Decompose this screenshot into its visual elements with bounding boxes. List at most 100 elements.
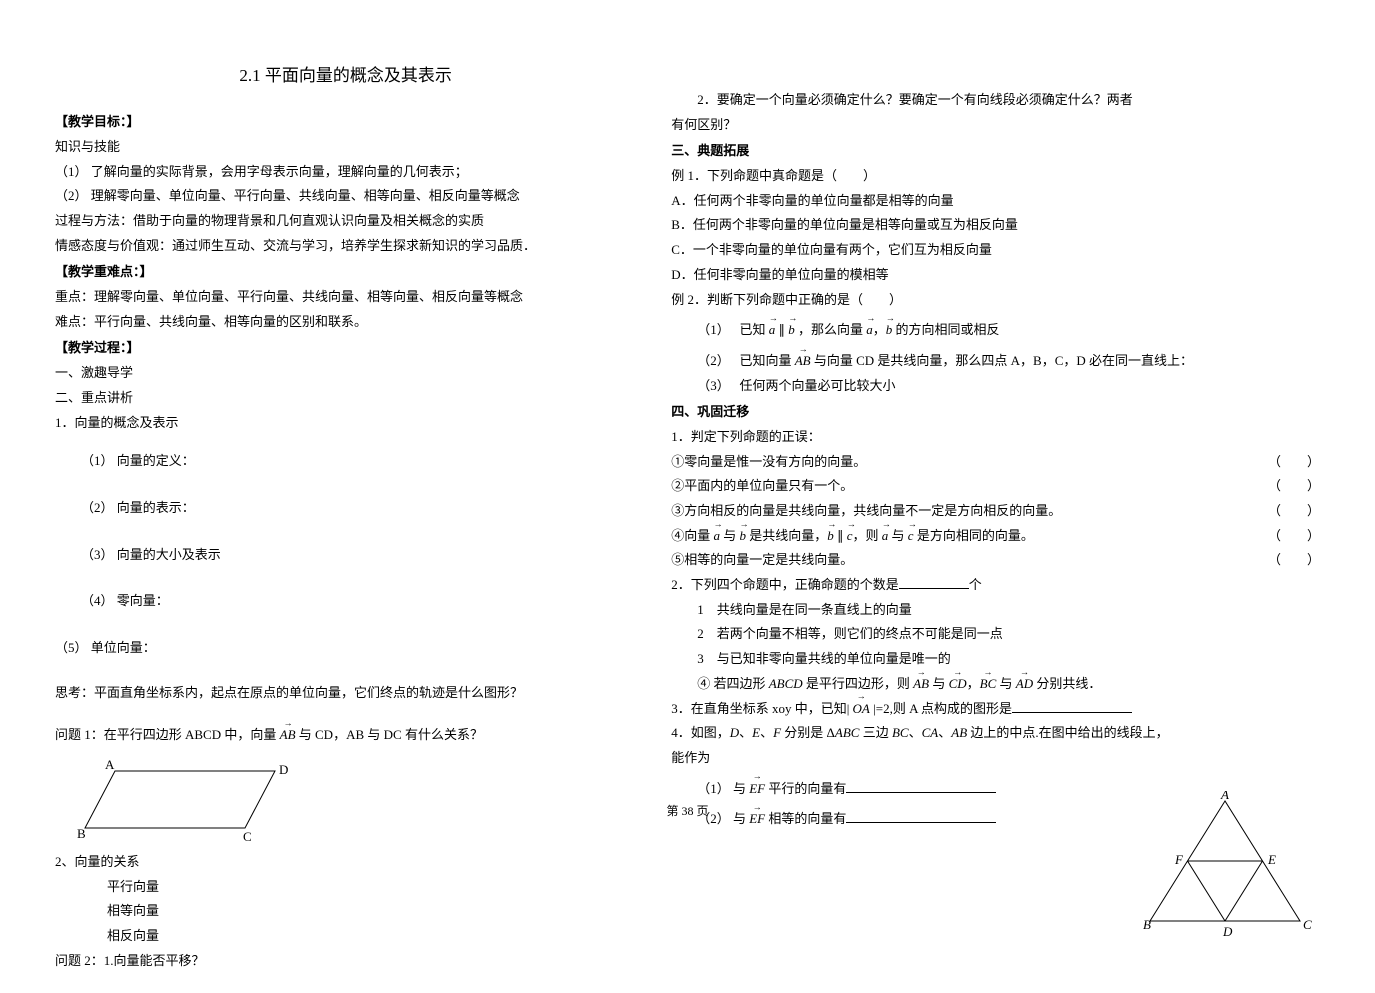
list-item-4: ④ 若四边形 ABCD 是平行四边形，则 AB 与 CD，BC 与 AD 分别共…: [671, 672, 1320, 697]
label-a: A: [105, 757, 115, 772]
t: （1） 与: [697, 781, 749, 796]
judge-3: ③方向相反的向量是共线向量，共线向量不一定是方向相反的向量。 （ ）: [671, 499, 1320, 524]
t: 个: [969, 577, 982, 592]
text-line: 有何区别？: [671, 113, 1320, 138]
t: 是方向相同的向量。: [914, 528, 1034, 543]
text-line: （2） 向量的表示：: [55, 496, 636, 521]
t: 的方向相同或相反: [892, 322, 999, 337]
judge-5: ⑤相等的向量一定是共线向量。 （ ）: [671, 548, 1320, 573]
label-f: F: [1174, 852, 1184, 867]
label-e: E: [1267, 852, 1276, 867]
question-2num: 2．下列四个命题中，正确命题的个数是 个: [671, 573, 1320, 598]
t: 与向量 CD 是共线向量，那么四点 A，B，C，D 必在同一直线上：: [811, 353, 1193, 368]
t: ①零向量是惟一没有方向的向量。: [671, 450, 866, 475]
vector-b: b: [827, 524, 834, 549]
vector-ef: EF: [749, 777, 765, 802]
t: 相等的向量有: [765, 811, 846, 826]
example-2-2: （2） 已知向量 AB 与向量 CD 是共线向量，那么四点 A，B，C，D 必在…: [671, 349, 1320, 374]
label-a: A: [1220, 791, 1229, 802]
text-line: 重点：理解零向量、单位向量、平行向量、共线向量、相等向量、相反向量等概念: [55, 285, 636, 310]
blank: [846, 780, 996, 793]
text-line: 2．要确定一个向量必须确定什么？要确定一个有向线段必须确定什么？两者: [671, 88, 1320, 113]
vector-c: c: [847, 524, 853, 549]
t: 2．下列四个命题中，正确命题的个数是: [671, 577, 899, 592]
heading-examples: 三、典题拓展: [671, 139, 1320, 164]
vector-ab: AB: [280, 723, 296, 748]
text-line: 1．向量的概念及表示: [55, 411, 636, 436]
list-item: 1 共线向量是在同一条直线上的向量: [671, 598, 1320, 623]
label-c: C: [1303, 917, 1312, 932]
text-line: （4） 零向量：: [55, 589, 636, 614]
t: 、: [739, 725, 752, 740]
text-think: 思考：平面直角坐标系内，起点在原点的单位向量，它们终点的轨迹是什么图形？: [55, 681, 636, 706]
t: （1） 已知: [697, 322, 769, 337]
paren: （ ）: [1268, 548, 1320, 573]
text-line: 平行向量: [55, 875, 636, 900]
vector-b: b: [886, 318, 893, 343]
label-c: C: [243, 829, 252, 844]
label-b: B: [77, 826, 86, 841]
text-line: 过程与方法：借助于向量的物理背景和几何直观认识向量及相关概念的实质: [55, 209, 636, 234]
t: 、: [938, 725, 951, 740]
label-d: D: [1222, 924, 1233, 939]
vector-a: a: [769, 318, 776, 343]
t: ②平面内的单位向量只有一个。: [671, 474, 853, 499]
list-item: 2 若两个向量不相等，则它们的终点不可能是同一点: [671, 622, 1320, 647]
t: 、: [760, 725, 773, 740]
t: ④向量: [671, 528, 713, 543]
vector-cd: CD: [949, 672, 967, 697]
parallelogram-figure: A D B C: [75, 756, 636, 846]
heading-consolidate: 四、巩固迁移: [671, 400, 1320, 425]
blank: [1012, 700, 1132, 713]
example-2-1: （1） 已知 a ∥ b ，那么向量 a，b 的方向相同或相反: [671, 318, 1320, 343]
t: |=2,则 A 点构成的图形是: [870, 701, 1012, 716]
text-line: 二、重点讲析: [55, 386, 636, 411]
example-2: 例 2．判断下列命题中正确的是（ ）: [671, 288, 1320, 313]
vector-a: a: [882, 524, 889, 549]
label-d: D: [279, 762, 288, 777]
t: （2） 已知向量: [697, 353, 795, 368]
text-line: 一、激趣导学: [55, 361, 636, 386]
t: 平行的向量有: [765, 781, 846, 796]
text-line: 2、向量的关系: [55, 850, 636, 875]
vector-b: b: [739, 524, 746, 549]
t: 分别是 Δ: [781, 725, 835, 740]
heading-keypoints: 【教学重难点：】: [55, 260, 636, 285]
doc-title: 2.1 平面向量的概念及其表示: [55, 60, 636, 92]
paren: （ ）: [1268, 450, 1320, 475]
paren: （ ）: [1268, 474, 1320, 499]
t: 边上的中点.在图中给出的线段上，: [967, 725, 1169, 740]
option-b: B．任何两个非零向量的单位向量是相等向量或互为相反向量: [671, 213, 1320, 238]
text-line: 能作为: [671, 746, 1320, 771]
vector-bc: BC: [980, 672, 997, 697]
blank: [899, 576, 969, 589]
text-line: 知识与技能: [55, 135, 636, 160]
paren: （ ）: [1268, 499, 1320, 524]
label-b: B: [1143, 917, 1151, 932]
example-2-3: （3） 任何两个向量必可比较大小: [671, 374, 1320, 399]
option-d: D．任何非零向量的单位向量的模相等: [671, 263, 1320, 288]
t: 4．如图，: [671, 725, 730, 740]
blank: [846, 810, 996, 823]
left-column: 2.1 平面向量的概念及其表示 【教学目标：】 知识与技能 （1） 了解向量的实…: [30, 20, 661, 973]
q1-text-a: 问题 1：在平行四边形 ABCD 中，向量: [55, 727, 280, 742]
judge-2: ②平面内的单位向量只有一个。 （ ）: [671, 474, 1320, 499]
paren: （ ）: [1268, 524, 1320, 549]
vector-ab: AB: [913, 672, 929, 697]
text-line: （1） 向量的定义：: [55, 449, 636, 474]
q1-text-b: 与 CD，AB 与 DC 有什么关系？: [296, 727, 483, 742]
t: 分别共线．: [1033, 676, 1101, 691]
vector-oa: OA: [853, 697, 870, 722]
t: ④向量 a 与 b 是共线向量，b ∥ c，则 a 与 c 是方向相同的向量。: [671, 524, 1034, 549]
text-line: 1．判定下列命题的正误：: [671, 425, 1320, 450]
t: ⑤相等的向量一定是共线向量。: [671, 548, 853, 573]
triangle-figure: A B C D E F: [1135, 791, 1315, 941]
vector-ad: AD: [1016, 672, 1033, 697]
t: 三边: [859, 725, 892, 740]
question-3: 3．在直角坐标系 xoy 中，已知| OA |=2,则 A 点构成的图形是: [671, 697, 1320, 722]
text-line: 情感态度与价值观：通过师生互动、交流与学习，培养学生探求新知识的学习品质．: [55, 234, 636, 259]
option-c: C．一个非零向量的单位向量有两个，它们互为相反向量: [671, 238, 1320, 263]
text-line: （5） 单位向量：: [55, 636, 636, 661]
t: 、: [909, 725, 922, 740]
vector-b: b: [788, 318, 795, 343]
